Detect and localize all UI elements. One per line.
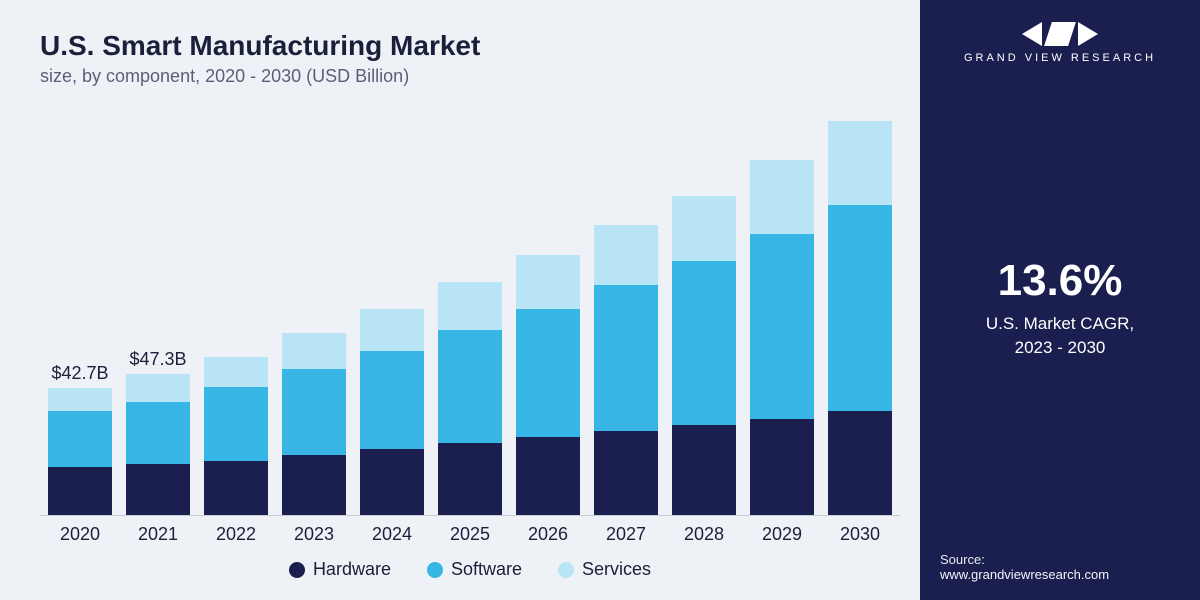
bar-segment-services <box>594 225 658 285</box>
chart-title: U.S. Smart Manufacturing Market <box>40 30 900 62</box>
stacked-bar <box>828 121 892 515</box>
bar-group <box>360 97 424 515</box>
bar-segment-software <box>828 205 892 411</box>
x-tick: 2023 <box>282 524 346 545</box>
x-tick: 2028 <box>672 524 736 545</box>
bar-value-label: $42.7B <box>51 363 108 384</box>
bar-segment-services <box>204 357 268 387</box>
legend: Hardware Software Services <box>40 559 900 580</box>
bar-segment-software <box>516 309 580 437</box>
legend-item: Software <box>427 559 522 580</box>
bar-segment-services <box>360 309 424 351</box>
stacked-bar: $42.7B <box>48 388 112 515</box>
bar-segment-software <box>48 411 112 468</box>
cagr-value: 13.6% <box>998 256 1123 306</box>
side-panel: GRAND VIEW RESEARCH 13.6% U.S. Market CA… <box>920 0 1200 600</box>
bar-value-label: $47.3B <box>129 349 186 370</box>
x-tick: 2024 <box>360 524 424 545</box>
plot-wrap: $42.7B$47.3B 202020212022202320242025202… <box>40 97 900 580</box>
x-axis: 2020 2021 2022 2023 2024 2025 2026 2027 2028 2029… <box>40 516 900 545</box>
bar-segment-hardware <box>672 425 736 515</box>
bar-group <box>828 97 892 515</box>
legend-label: Hardware <box>313 559 391 580</box>
stacked-bar <box>438 282 502 515</box>
bar-segment-services <box>282 333 346 369</box>
bar-segment-hardware <box>126 464 190 515</box>
stacked-bar <box>204 357 268 515</box>
legend-label: Software <box>451 559 522 580</box>
bar-group <box>516 97 580 515</box>
stacked-bar <box>672 196 736 515</box>
bar-group: $42.7B <box>48 97 112 515</box>
x-tick: 2025 <box>438 524 502 545</box>
legend-item: Services <box>558 559 651 580</box>
brand-name: GRAND VIEW RESEARCH <box>964 52 1156 64</box>
bar-segment-hardware <box>828 411 892 515</box>
bar-segment-software <box>282 369 346 456</box>
source-url: www.grandviewresearch.com <box>940 567 1180 582</box>
stacked-bar <box>360 309 424 515</box>
bar-segment-services <box>126 374 190 402</box>
bar-segment-hardware <box>204 461 268 515</box>
bar-segment-services <box>828 121 892 205</box>
bar-segment-hardware <box>438 443 502 515</box>
bar-segment-services <box>48 388 112 411</box>
x-tick: 2022 <box>204 524 268 545</box>
bar-segment-software <box>672 261 736 425</box>
bar-segment-hardware <box>750 419 814 515</box>
bar-segment-services <box>516 255 580 309</box>
plot-area: $42.7B$47.3B <box>40 97 900 516</box>
legend-swatch <box>427 562 443 578</box>
bar-segment-software <box>438 330 502 443</box>
source-label: Source: <box>940 552 1180 567</box>
x-tick: 2029 <box>750 524 814 545</box>
legend-swatch <box>558 562 574 578</box>
bar-group <box>438 97 502 515</box>
stacked-bar <box>594 225 658 515</box>
chart-panel: U.S. Smart Manufacturing Market size, by… <box>0 0 920 600</box>
stacked-bar: $47.3B <box>126 374 190 515</box>
bar-group <box>594 97 658 515</box>
stacked-bar <box>282 333 346 515</box>
bar-segment-software <box>750 234 814 419</box>
bar-segment-services <box>750 160 814 235</box>
bar-group <box>282 97 346 515</box>
bar-segment-software <box>126 402 190 465</box>
bar-segment-hardware <box>282 455 346 515</box>
bar-segment-software <box>360 351 424 450</box>
x-tick: 2020 <box>48 524 112 545</box>
logo-icon <box>1022 22 1098 46</box>
legend-label: Services <box>582 559 651 580</box>
legend-item: Hardware <box>289 559 391 580</box>
bar-group: $47.3B <box>126 97 190 515</box>
bar-segment-services <box>438 282 502 330</box>
bar-segment-hardware <box>48 467 112 515</box>
x-tick: 2026 <box>516 524 580 545</box>
cagr-block: 13.6% U.S. Market CAGR, 2023 - 2030 <box>986 64 1134 552</box>
x-tick: 2027 <box>594 524 658 545</box>
bar-segment-software <box>204 387 268 462</box>
source-block: Source: www.grandviewresearch.com <box>940 552 1180 582</box>
bar-group <box>204 97 268 515</box>
bar-group <box>750 97 814 515</box>
bar-segment-software <box>594 285 658 431</box>
x-tick: 2030 <box>828 524 892 545</box>
chart-subtitle: size, by component, 2020 - 2030 (USD Bil… <box>40 66 900 87</box>
stacked-bar <box>750 160 814 515</box>
bar-segment-services <box>672 196 736 262</box>
stacked-bar <box>516 255 580 515</box>
legend-swatch <box>289 562 305 578</box>
cagr-label: U.S. Market CAGR, 2023 - 2030 <box>986 312 1134 360</box>
bar-segment-hardware <box>594 431 658 515</box>
bar-segment-hardware <box>516 437 580 515</box>
x-tick: 2021 <box>126 524 190 545</box>
brand-logo: GRAND VIEW RESEARCH <box>964 22 1156 64</box>
bar-segment-hardware <box>360 449 424 515</box>
bar-group <box>672 97 736 515</box>
